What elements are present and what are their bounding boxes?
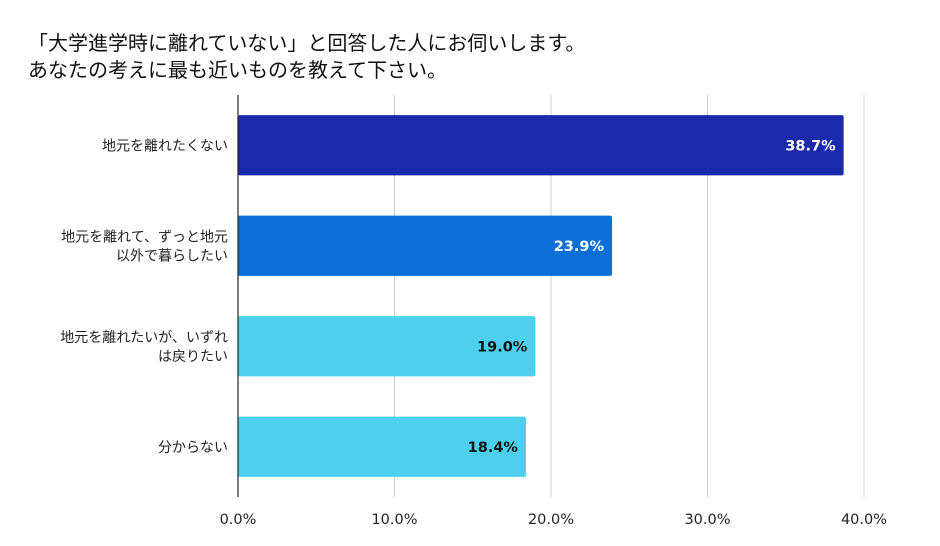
chart-title-line-2: あなたの考えに最も近いものを教えて下さい。 [28,58,447,82]
bar-value-label: 38.7% [785,138,836,154]
bar [238,316,536,377]
x-tick-label: 30.0% [684,512,730,528]
chart-title: 「大学進学時に離れていない」と回答した人にお伺いします。 あなたの考えに最も近い… [28,30,908,84]
x-tick-label: 40.0% [841,512,887,528]
category-label: 地元を離れたくない [102,137,228,154]
x-tick-labels: 0.0% 10.0% 20.0% 30.0% 40.0% [220,512,887,528]
bar [238,115,844,176]
x-tick-label: 10.0% [371,512,417,528]
bars: 38.7% 23.9% 19.0% 18.4% [238,115,844,477]
bar-value-label: 19.0% [477,339,528,355]
category-label: は戻りたい [158,349,228,365]
bar-value-label: 18.4% [468,440,519,456]
category-labels: 地元を離れたくない地元を離れて、ずっと地元以外で暮らしたい地元を離れたいが、いず… [60,137,228,456]
category-label: 地元を離れて、ずっと地元 [61,228,228,245]
bar-value-label: 23.9% [554,239,605,255]
x-tick-label: 0.0% [220,512,257,528]
category-label: 分からない [158,440,228,456]
category-label: 以外で暮らしたい [116,248,228,264]
chart-title-line-1: 「大学進学時に離れていない」と回答した人にお伺いします。 [28,31,586,55]
category-label: 地元を離れたいが、いずれ [60,329,228,346]
x-tick-label: 20.0% [528,512,574,528]
bar [238,215,613,276]
bar [238,416,526,477]
